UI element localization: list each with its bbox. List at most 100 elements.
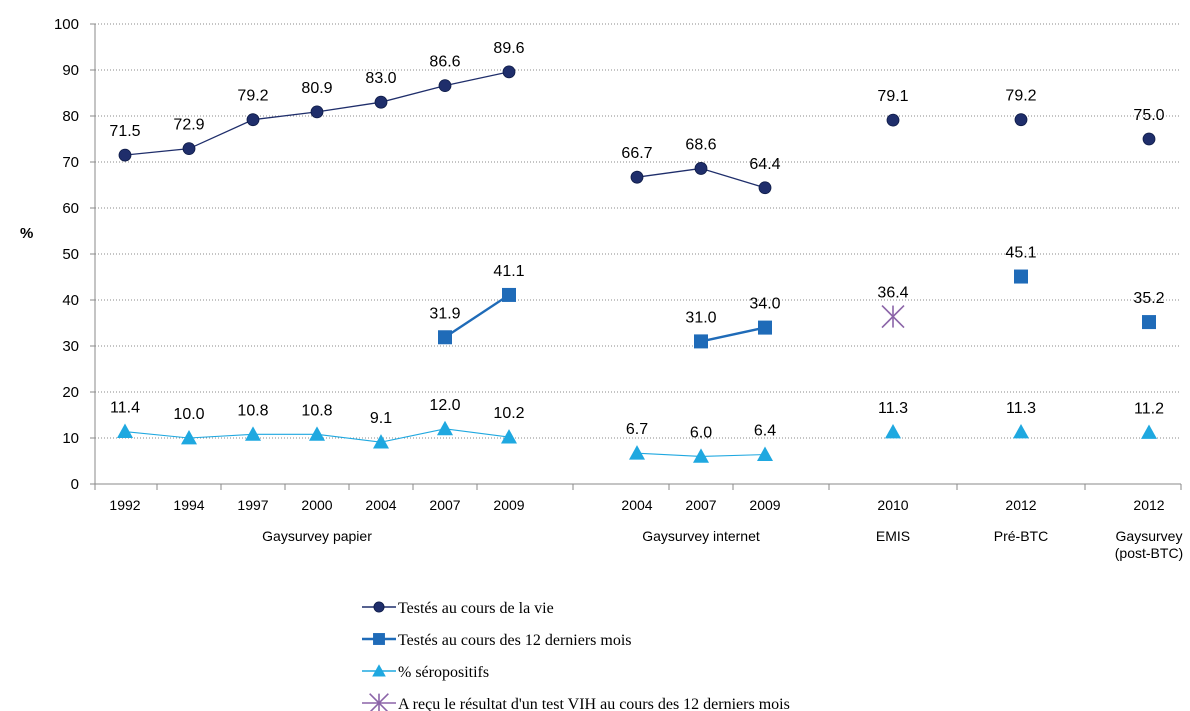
y-tick-label: 70 [62, 154, 79, 171]
data-point [438, 330, 452, 345]
data-label: 31.0 [685, 309, 716, 326]
data-label: 34.0 [749, 296, 780, 313]
legend-label: A reçu le résultat d'un test VIH au cour… [398, 696, 790, 711]
data-point [758, 181, 772, 195]
data-label: 11.3 [878, 400, 908, 417]
x-tick-label: 2000 [301, 497, 332, 513]
group-label: Gaysurvey internet [642, 528, 760, 544]
data-label: 75.0 [1133, 107, 1164, 124]
data-point [757, 446, 773, 461]
data-label: 64.4 [749, 156, 780, 173]
data-point [181, 430, 197, 445]
data-point [629, 445, 645, 460]
y-tick-label: 30 [62, 338, 79, 355]
legend-label: Testés au cours de la vie [398, 600, 554, 617]
data-label: 11.4 [110, 400, 140, 417]
data-label: 10.8 [237, 402, 268, 419]
x-tick-label: 2004 [365, 497, 396, 513]
data-label: 45.1 [1005, 245, 1036, 262]
x-tick-label: 2012 [1133, 497, 1164, 513]
series-3 [117, 420, 1157, 463]
y-tick-label: 0 [71, 476, 79, 493]
data-label: 89.6 [493, 40, 524, 57]
y-tick-label: 100 [54, 16, 79, 33]
data-label: 11.3 [1006, 400, 1036, 417]
legend-label: Testés au cours des 12 derniers mois [398, 632, 632, 649]
x-tick-label: 1992 [109, 497, 140, 513]
data-label: 10.2 [493, 405, 524, 422]
data-label: 86.6 [429, 54, 460, 71]
star-stroke [881, 304, 905, 329]
data-point [374, 95, 388, 109]
series-4 [881, 304, 905, 329]
data-point [1142, 315, 1156, 330]
x-tick-label: 2009 [493, 497, 524, 513]
data-label: 79.2 [1005, 88, 1036, 105]
data-point [245, 426, 261, 441]
data-label: 68.6 [685, 136, 716, 153]
x-tick-label: 2007 [685, 497, 716, 513]
y-axis-title: % [20, 225, 33, 242]
data-point [502, 65, 516, 79]
x-tick-label: 2007 [429, 497, 460, 513]
data-label: 6.0 [690, 424, 712, 441]
legend-marker [369, 693, 389, 711]
data-point [438, 79, 452, 93]
data-label: 12.0 [429, 397, 460, 414]
gridlines [95, 23, 1181, 439]
data-point [501, 429, 517, 444]
data-label: 72.9 [173, 117, 204, 134]
y-tick-label: 80 [62, 108, 79, 125]
legend-item-1: Testés au cours de la vie [362, 600, 554, 617]
data-point [694, 162, 708, 175]
group-label: Pré-BTC [994, 528, 1048, 544]
data-label: 6.4 [754, 423, 776, 440]
legend-item-3: % séropositifs [362, 664, 489, 681]
data-label: 71.5 [109, 123, 140, 140]
data-label: 9.1 [370, 410, 392, 427]
data-point [118, 148, 132, 162]
group-label: (post-BTC) [1115, 545, 1183, 561]
legend-item-4: A reçu le résultat d'un test VIH au cour… [362, 693, 790, 711]
axes: 0 10 20 30 40 50 60 70 80 90 100 1992 1994 1997 2000 20… [54, 16, 1183, 561]
data-label: 10.0 [173, 406, 204, 423]
data-point [1142, 132, 1156, 146]
data-point [117, 423, 133, 438]
series-2 [438, 269, 1156, 349]
data-label: 6.7 [626, 421, 648, 438]
data-label: 79.2 [237, 88, 268, 105]
y-tick-label: 60 [62, 200, 79, 217]
data-point [1141, 424, 1157, 439]
x-tick-label: 2009 [749, 497, 780, 513]
x-tick-label: 2010 [877, 497, 908, 513]
y-tick-label: 20 [62, 384, 79, 401]
data-point [694, 334, 708, 349]
data-point [502, 287, 516, 302]
data-point [373, 434, 389, 449]
legend-marker [373, 633, 385, 645]
data-label: 41.1 [493, 263, 524, 280]
data-labels: 71.5 72.9 79.2 80.9 83.0 86.6 89.6 66.7 68.6 64.4… [109, 40, 1164, 442]
legend: Testés au cours de la vie Testés au cours… [362, 600, 790, 711]
data-point [886, 113, 900, 127]
legend-marker [372, 664, 386, 677]
group-label: EMIS [876, 528, 910, 544]
star-stroke [369, 693, 389, 711]
data-point [758, 320, 772, 335]
x-tick-label: 2004 [621, 497, 652, 513]
data-label: 66.7 [621, 145, 652, 162]
series-1 [118, 65, 1156, 195]
series-line [444, 293, 510, 339]
data-label: 79.1 [877, 88, 908, 105]
data-point [246, 113, 260, 127]
data-point [1013, 424, 1029, 439]
data-label: 10.8 [301, 402, 332, 419]
data-label: 83.0 [365, 70, 396, 87]
data-point [1014, 269, 1028, 284]
data-point [885, 424, 901, 439]
x-tick-label: 1994 [173, 497, 204, 513]
y-tick-label: 50 [62, 246, 79, 263]
data-label: 36.4 [877, 285, 908, 302]
y-tick-label: 40 [62, 292, 79, 309]
